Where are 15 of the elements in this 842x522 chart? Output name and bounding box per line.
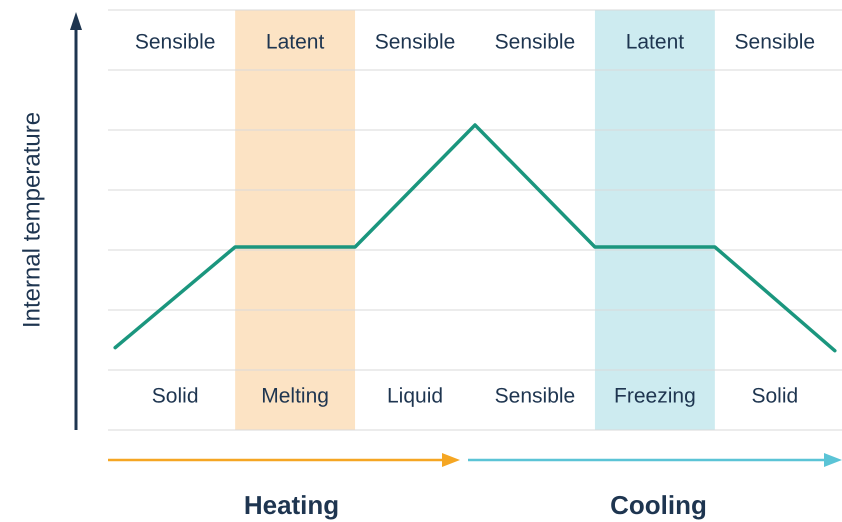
text: Sensible: [374, 30, 456, 54]
annotation: Liquid: [387, 384, 444, 408]
annotation: Freezing: [614, 384, 696, 408]
text: Cooling: [610, 490, 707, 520]
text: Heating: [244, 490, 340, 520]
text: Latent: [626, 30, 684, 54]
y-axis-title: Internal temperature: [18, 112, 46, 328]
annotation: Solid: [152, 384, 199, 408]
text: Latent: [266, 30, 324, 54]
text: Sensible: [734, 30, 816, 54]
text: Sensible: [494, 30, 576, 54]
text: Sensible: [134, 30, 216, 54]
annotation: Sensible: [494, 384, 576, 408]
annotation: Melting: [261, 384, 329, 408]
annotation: Solid: [751, 384, 798, 408]
